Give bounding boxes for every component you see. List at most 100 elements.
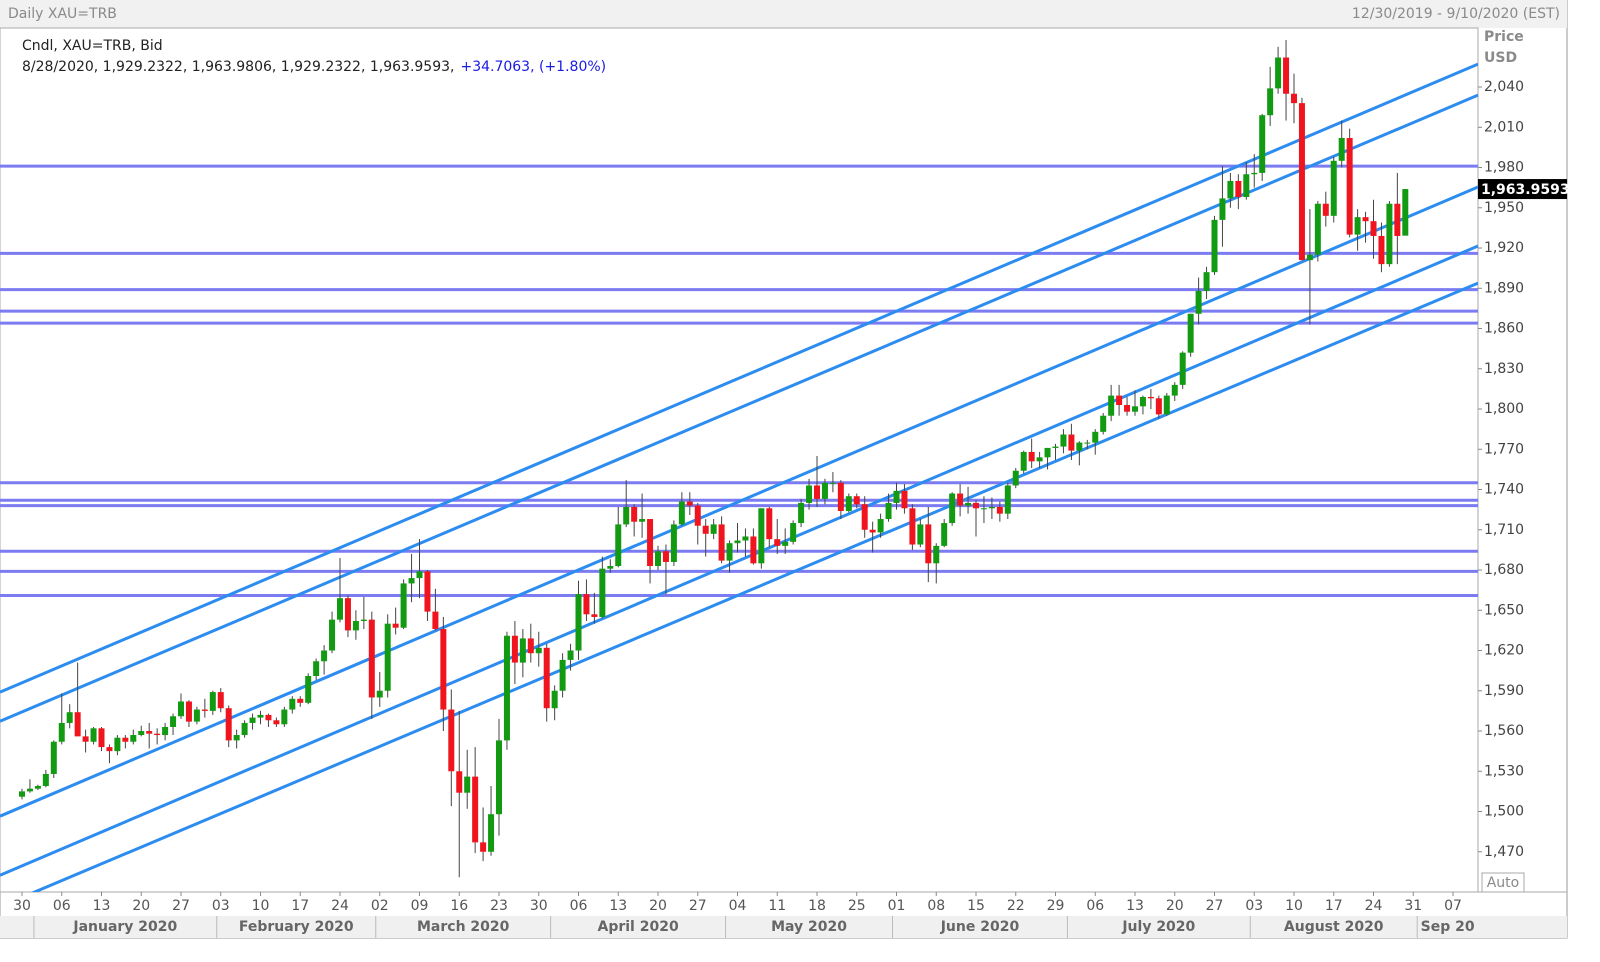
candle-body bbox=[742, 536, 749, 541]
x-tick-label: 16 bbox=[450, 898, 468, 914]
x-tick-label: 13 bbox=[609, 898, 627, 914]
candle-body bbox=[289, 698, 296, 710]
candle-body bbox=[1132, 406, 1138, 412]
y-tick-label: 1,620 bbox=[1484, 643, 1524, 659]
candle-body bbox=[1163, 395, 1170, 415]
candle-body bbox=[281, 709, 288, 725]
candle-body bbox=[1044, 447, 1051, 458]
y-tick-label: 1,800 bbox=[1484, 401, 1524, 417]
x-tick-label: 10 bbox=[252, 898, 270, 914]
candle-body bbox=[440, 629, 447, 710]
candle-body bbox=[1187, 313, 1194, 353]
y-tick-label: 1,740 bbox=[1484, 482, 1524, 498]
x-tick-label: 30 bbox=[530, 898, 548, 914]
candle-body bbox=[416, 571, 423, 579]
candle-body bbox=[82, 736, 89, 742]
legend-line: Cndl, XAU=TRB, Bid bbox=[22, 38, 163, 54]
candle-body bbox=[1036, 457, 1043, 462]
candle-body bbox=[178, 701, 184, 717]
candle-body bbox=[694, 505, 701, 526]
x-tick-label: 09 bbox=[411, 898, 429, 914]
candle-body bbox=[718, 524, 725, 561]
candle-body bbox=[432, 611, 439, 630]
candle-body bbox=[1267, 88, 1274, 116]
candle-body bbox=[702, 525, 709, 534]
candle-body bbox=[384, 623, 391, 691]
x-tick-label: 23 bbox=[490, 898, 508, 914]
candle-body bbox=[297, 698, 304, 703]
x-tick-label: 03 bbox=[212, 898, 230, 914]
candle-body bbox=[464, 776, 471, 793]
candle-body bbox=[988, 506, 995, 509]
y-axis-title: Price bbox=[1484, 29, 1524, 45]
x-tick-label: 24 bbox=[331, 898, 349, 914]
candle-body bbox=[639, 519, 646, 522]
candle-body bbox=[496, 740, 502, 815]
x-tick-label: 27 bbox=[689, 898, 707, 914]
candle-body bbox=[607, 565, 614, 569]
candle-body bbox=[480, 842, 487, 852]
candle-body bbox=[623, 506, 630, 525]
y-tick-label: 1,560 bbox=[1484, 723, 1524, 739]
y-tick-label: 2,040 bbox=[1484, 79, 1524, 95]
candle-body bbox=[535, 647, 542, 654]
candle-body bbox=[1306, 254, 1313, 261]
last-price-box bbox=[1478, 179, 1567, 200]
candle-body bbox=[1195, 290, 1202, 314]
candle-body bbox=[1179, 352, 1186, 385]
candle-body bbox=[734, 540, 741, 544]
candle-body bbox=[893, 490, 900, 503]
candle-body bbox=[774, 539, 781, 546]
candle-body bbox=[170, 716, 177, 727]
candle-body bbox=[154, 733, 161, 736]
x-tick-label: 15 bbox=[967, 898, 985, 914]
month-label: Sep 20 bbox=[1421, 919, 1475, 935]
auto-button[interactable] bbox=[1481, 872, 1525, 893]
candle-body bbox=[1108, 395, 1115, 416]
auto-label[interactable]: Auto bbox=[1487, 875, 1520, 891]
candle-body bbox=[1291, 93, 1297, 104]
x-tick-label: 24 bbox=[1365, 898, 1383, 914]
x-tick-label: 07 bbox=[1444, 898, 1462, 914]
candle-body bbox=[965, 502, 972, 506]
candle-body bbox=[877, 519, 884, 533]
candle-body bbox=[845, 496, 852, 511]
candle-body bbox=[1092, 431, 1099, 443]
candle-body bbox=[726, 543, 733, 561]
candle-body bbox=[368, 619, 375, 698]
frame bbox=[0, 0, 1568, 939]
candle-body bbox=[1076, 442, 1083, 451]
candle-body bbox=[130, 735, 137, 742]
month-label: April 2020 bbox=[597, 919, 678, 935]
x-tick-label: 17 bbox=[291, 898, 309, 914]
candle-body bbox=[527, 638, 534, 654]
candle-body bbox=[305, 676, 312, 703]
trend-line bbox=[30, 281, 1478, 892]
candle-body bbox=[1020, 451, 1027, 471]
candle-body bbox=[313, 661, 320, 676]
candle-body bbox=[583, 594, 590, 615]
candle-body bbox=[1068, 434, 1075, 451]
candle-body bbox=[329, 619, 336, 651]
candle-body bbox=[861, 504, 868, 530]
candle-body bbox=[1298, 103, 1305, 261]
candle-body bbox=[814, 485, 820, 499]
candle-body bbox=[543, 647, 550, 709]
x-tick-label: 25 bbox=[848, 898, 866, 914]
candle-body bbox=[217, 692, 224, 709]
candle-body bbox=[1275, 57, 1282, 89]
candle-body bbox=[933, 545, 940, 564]
candle-body bbox=[185, 701, 192, 722]
candle-body bbox=[1124, 404, 1131, 412]
trend-line bbox=[0, 244, 1478, 877]
candle-body bbox=[575, 594, 582, 651]
candle-body bbox=[678, 501, 685, 525]
candle-body bbox=[1060, 434, 1067, 447]
x-tick-label: 27 bbox=[172, 898, 190, 914]
x-tick-label: 20 bbox=[1166, 898, 1184, 914]
candle-body bbox=[1338, 138, 1345, 161]
candle-body bbox=[551, 690, 558, 709]
candle-body bbox=[58, 722, 65, 742]
